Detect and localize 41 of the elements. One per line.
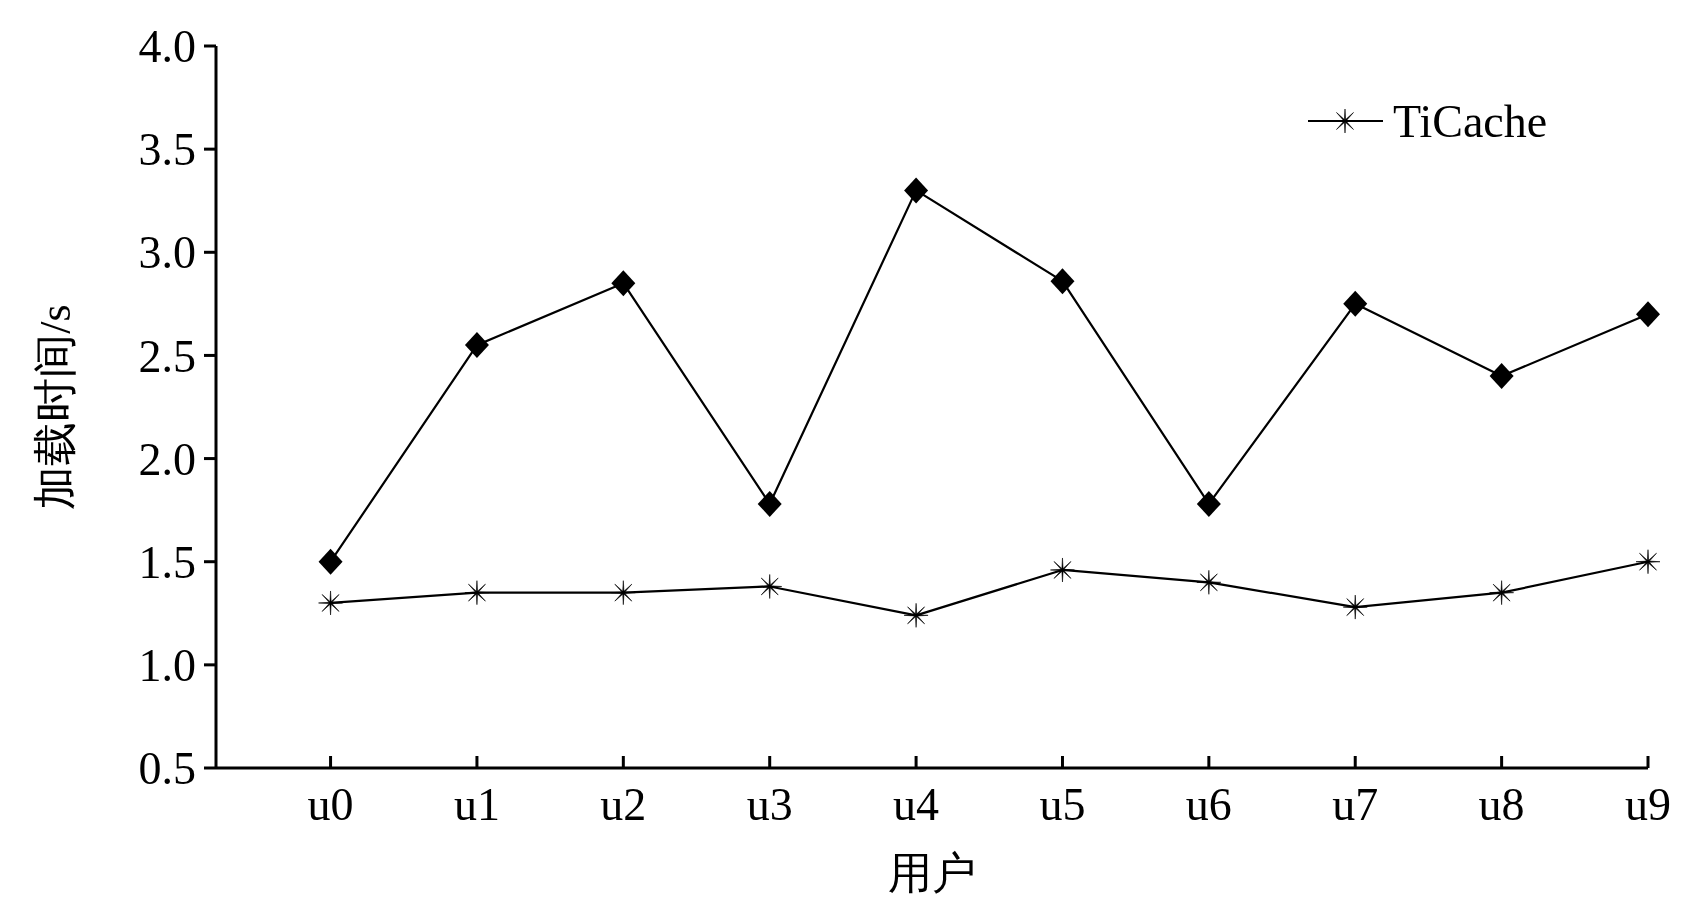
point — [464, 332, 489, 359]
y-tick-label: 4.0 — [138, 21, 196, 73]
point — [903, 603, 929, 628]
point — [1196, 490, 1221, 517]
point — [1050, 268, 1075, 295]
point — [1489, 580, 1514, 605]
y-tick-label: 1.0 — [138, 639, 196, 691]
y-tick-label: 3.5 — [138, 124, 196, 176]
point — [611, 270, 636, 297]
point — [1635, 549, 1661, 575]
point — [1050, 557, 1075, 583]
point — [1636, 301, 1660, 328]
x-tick-label: u5 — [1039, 779, 1086, 830]
y-tick-label: 2.5 — [138, 330, 196, 382]
x-tick-label: u3 — [746, 779, 793, 830]
point — [757, 490, 782, 517]
point — [1196, 570, 1222, 595]
y-tick-label: 3.0 — [138, 227, 196, 279]
legend-label: TiCache — [1393, 96, 1548, 148]
y-tick-label: 0.5 — [138, 743, 196, 795]
x-tick-label: u9 — [1625, 779, 1671, 830]
point — [1343, 290, 1368, 317]
x-tick-label: u1 — [453, 779, 500, 830]
point — [1489, 363, 1514, 390]
point — [611, 580, 636, 605]
x-axis-title: 用户 — [888, 849, 976, 898]
x-tick-label: u4 — [893, 779, 940, 830]
point — [904, 177, 929, 204]
y-tick-label: 2.0 — [138, 433, 196, 485]
point — [1342, 594, 1368, 620]
point — [464, 580, 490, 605]
point — [318, 548, 343, 575]
x-tick-label: u0 — [307, 779, 354, 830]
y-axis-title: 加载时间/s — [31, 304, 80, 510]
x-tick-label: u6 — [1185, 779, 1232, 830]
y-tick-label: 1.5 — [138, 536, 196, 588]
point — [318, 590, 343, 616]
x-tick-label: u7 — [1332, 779, 1379, 830]
x-tick-label: u2 — [600, 779, 647, 830]
x-tick-label: u8 — [1478, 779, 1525, 830]
point — [757, 574, 783, 599]
